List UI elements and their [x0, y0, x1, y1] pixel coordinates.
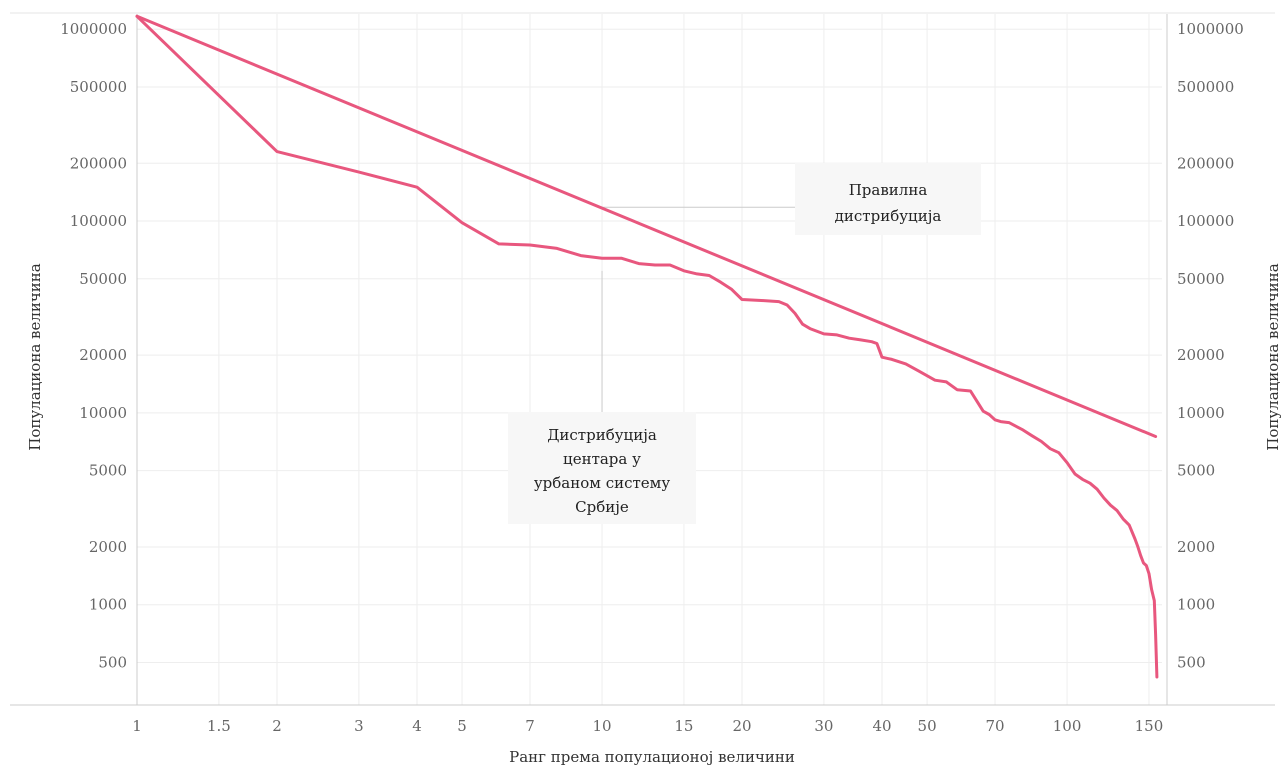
- x-tick-label: 40: [872, 717, 891, 735]
- x-tick-label: 150: [1135, 717, 1164, 735]
- axes: [10, 12, 1275, 706]
- x-tick-label: 3: [354, 717, 364, 735]
- x-tick-label: 1.5: [207, 717, 231, 735]
- x-tick-label: 7: [525, 717, 535, 735]
- x-tick-label: 50: [918, 717, 937, 735]
- y-tick-label-right: 500000: [1177, 78, 1234, 96]
- y-tick-label-left: 500000: [70, 78, 127, 96]
- annotation-text-serbia: Дистрибуција: [547, 426, 657, 444]
- x-tick-label: 100: [1053, 717, 1082, 735]
- x-tick-label: 30: [814, 717, 833, 735]
- annotations: Правилна дистрибуција Дистрибуција центара …: [508, 163, 981, 524]
- y-axis-title-left: Популациона величина: [26, 263, 44, 451]
- annotation-text-regular: Правилна: [849, 181, 928, 199]
- series-lines: [135, 14, 1159, 679]
- y-tick-label-right: 50000: [1177, 270, 1225, 288]
- x-tick-label: 70: [985, 717, 1004, 735]
- y-tick-label-left: 1000: [89, 596, 127, 614]
- y-tick-label-right: 100000: [1177, 212, 1234, 230]
- x-tick-label: 1: [132, 717, 142, 735]
- series-line-serbia: [135, 14, 1159, 679]
- y-tick-label-left: 100000: [70, 212, 127, 230]
- y-tick-label-right: 10000: [1177, 404, 1225, 422]
- annotation-box-regular: [795, 163, 981, 235]
- y-tick-label-right: 20000: [1177, 346, 1225, 364]
- grid: [136, 14, 1162, 705]
- y-tick-label-left: 5000: [89, 462, 127, 480]
- y-tick-label-left: 200000: [70, 154, 127, 172]
- annotation-text-serbia: Србије: [575, 498, 629, 516]
- y-tick-label-right: 500: [1177, 653, 1206, 671]
- annotation-text-serbia: урбаном систему: [534, 474, 671, 492]
- y-tick-label-right: 1000000: [1177, 20, 1244, 38]
- annotation-box-serbia: [508, 412, 696, 524]
- x-tick-label: 2: [272, 717, 282, 735]
- x-tick-label: 15: [674, 717, 693, 735]
- y-tick-label-left: 2000: [89, 538, 127, 556]
- y-tick-label-left: 20000: [79, 346, 127, 364]
- y-tick-label-right: 5000: [1177, 462, 1215, 480]
- x-tick-labels: 1 1.5 2 3 4 5 7 10 15 20 30 40 50 70 100 150: [132, 717, 1163, 735]
- y-axis-title-right: Популациона величина: [1264, 263, 1282, 451]
- y-tick-label-left: 10000: [79, 404, 127, 422]
- x-tick-label: 20: [732, 717, 751, 735]
- x-axis-title: Ранг према популационој величини: [509, 748, 795, 766]
- y-tick-label-right: 1000: [1177, 596, 1215, 614]
- x-tick-label: 10: [592, 717, 611, 735]
- x-tick-label: 5: [457, 717, 467, 735]
- y-tick-labels: 500 500 1000 1000 2000 2000 5000 5000 10000 10000…: [60, 20, 1244, 671]
- y-tick-label-left: 500: [98, 653, 127, 671]
- y-tick-label-left: 1000000: [60, 20, 127, 38]
- annotation-text-regular: дистрибуција: [835, 207, 942, 225]
- y-tick-label-right: 200000: [1177, 154, 1234, 172]
- y-tick-label-left: 50000: [79, 270, 127, 288]
- x-tick-label: 4: [412, 717, 422, 735]
- series-line-rank_size: [135, 14, 1158, 438]
- y-tick-label-right: 2000: [1177, 538, 1215, 556]
- annotation-text-serbia: центара у: [563, 450, 641, 468]
